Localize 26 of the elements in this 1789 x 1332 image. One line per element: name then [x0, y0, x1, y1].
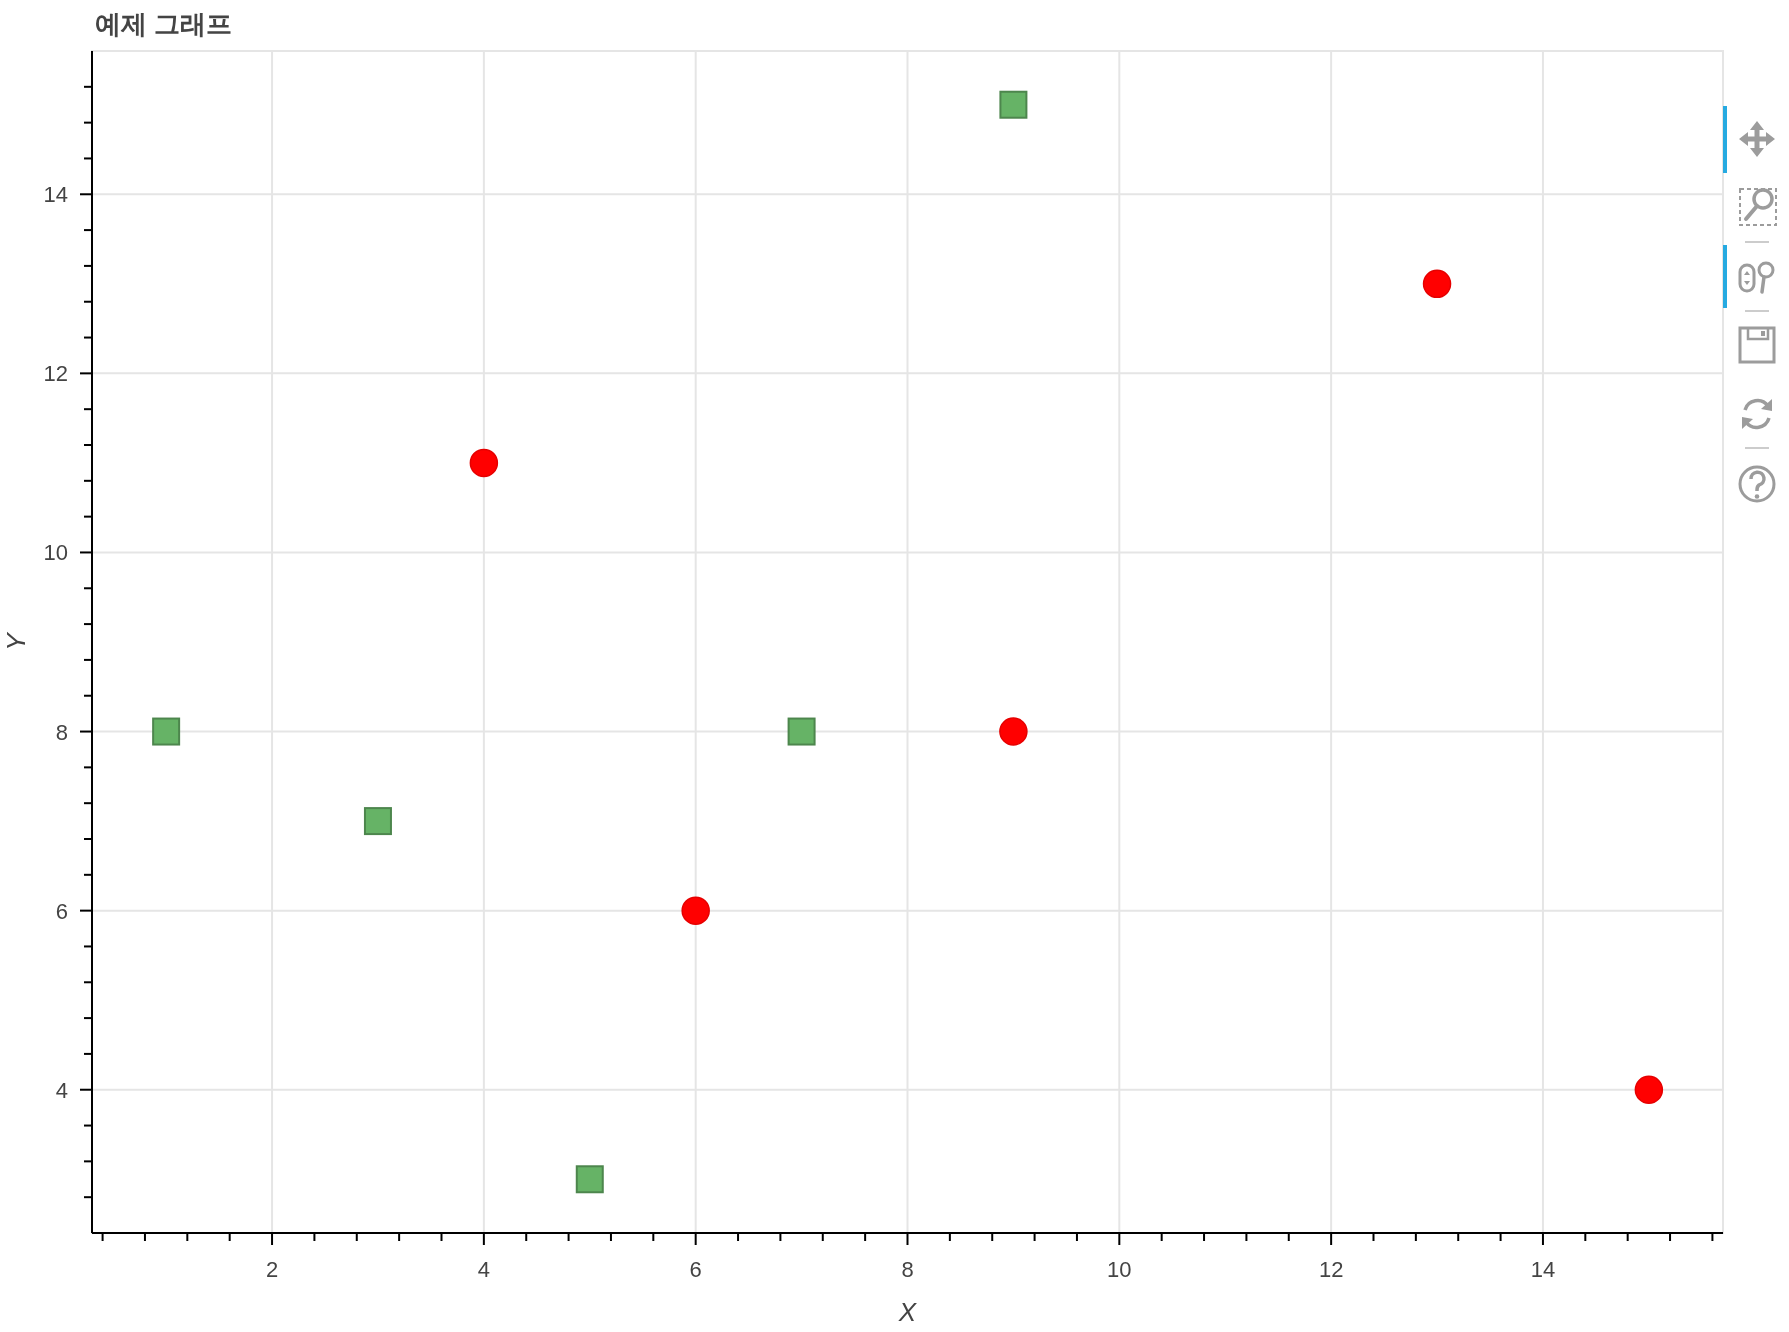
point [681, 896, 710, 925]
point [469, 448, 499, 478]
x-tick-label: 2 [265, 1257, 279, 1282]
y-tick-label: 12 [43, 361, 68, 387]
x-axis-title: X [897, 1297, 918, 1327]
point [1422, 269, 1452, 299]
point [787, 717, 816, 746]
y-tick-label: 4 [55, 1077, 68, 1103]
point [999, 90, 1028, 119]
point [363, 807, 392, 836]
chart-title: 예제 그래프 [95, 9, 233, 39]
x-tick-label: 8 [901, 1257, 914, 1282]
point [152, 717, 181, 746]
point [999, 717, 1028, 746]
point [1634, 1075, 1664, 1104]
x-tick-label: 10 [1107, 1257, 1132, 1282]
x-tick-label: 14 [1530, 1257, 1556, 1282]
x-tick-label: 4 [477, 1257, 490, 1282]
x-tick-label: 12 [1318, 1257, 1344, 1282]
y-axis-title: Y [1, 631, 31, 651]
y-tick-label: 10 [43, 540, 68, 566]
y-tick-label: 8 [55, 719, 68, 745]
y-tick-label: 6 [55, 898, 68, 924]
point [575, 1165, 604, 1194]
x-tick-label: 6 [689, 1257, 702, 1282]
y-tick-label: 14 [43, 182, 68, 208]
